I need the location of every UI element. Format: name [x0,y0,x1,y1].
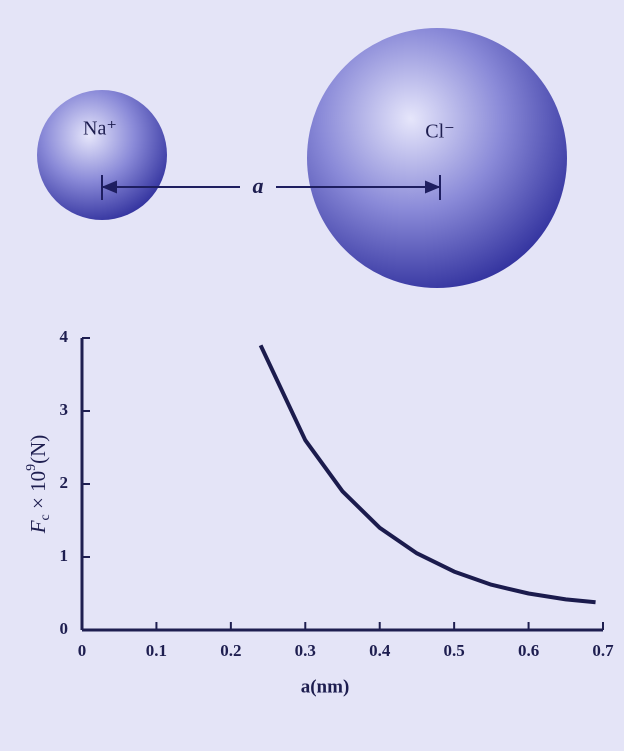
x-tick-label: 0.6 [518,641,539,660]
x-tick-label: 0.7 [592,641,614,660]
y-tick-label: 0 [60,619,69,638]
chloride-ion [307,28,567,288]
y-label-subscript: c [38,514,53,520]
y-tick-label: 2 [60,473,69,492]
y-label-exponent: 9 [24,464,39,471]
x-tick-label: 0.5 [444,641,465,660]
x-axis-label: a(nm) [301,676,350,697]
separation-arrow [101,175,441,200]
y-axis-label: Fc × 109(N) [24,435,53,535]
y-tick-label: 4 [60,327,69,346]
x-tick-label: 0.4 [369,641,391,660]
x-tick-label: 0 [78,641,87,660]
y-label-symbol: F [26,520,50,534]
sodium-ion [37,90,167,220]
anion-label: Cl⁻ [425,121,454,143]
x-tick-label: 0.3 [295,641,316,660]
y-label-unit: (N) [26,435,50,464]
y-tick-label: 1 [60,546,69,565]
y-label-base: × 10 [26,471,50,514]
curve [258,344,596,605]
y-tick-label: 3 [60,400,69,419]
separation-label: a [253,173,264,198]
cation-label: Na⁺ [83,118,117,140]
x-tick-label: 0.1 [146,641,167,660]
x-tick-label: 0.2 [220,641,241,660]
